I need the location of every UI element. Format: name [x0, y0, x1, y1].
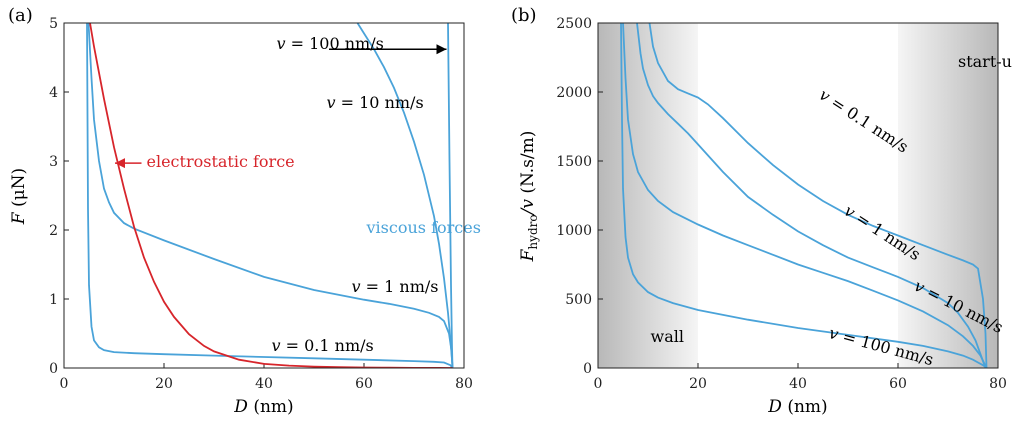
panel-a-annotations: v = 100 nm/s v = 10 nm/s v = 1 nm/s v = 0.1… — [115, 34, 481, 355]
panel-b-plot-area — [620, 23, 988, 368]
series-line-v-10-nm-s — [622, 23, 988, 368]
annotation-label: v = 10 nm/s — [327, 93, 424, 112]
y-tick-label: 1500 — [556, 154, 592, 170]
panel-b-y-ticks: 0 500 1000 1500 2000 2500 — [556, 16, 603, 377]
panel-a-plot-area — [86, 23, 454, 368]
panel-a: 0 1 2 3 4 5 0 20 40 60 80 v = 100 nm/s v = 10 nm/s… — [9, 16, 481, 417]
series-line-v-1-nm-s — [87, 23, 454, 368]
panel-b-frame — [597, 22, 999, 369]
y-tick-label: 1000 — [556, 223, 592, 239]
x-tick-label: 60 — [355, 376, 373, 392]
annotation-label: wall — [651, 327, 684, 346]
series-line-v-1-nm-s — [636, 23, 988, 368]
x-tick-label: 20 — [689, 376, 707, 392]
x-tick-label: 0 — [60, 376, 69, 392]
panel-b-y-axis-label: Fhydro/v (N.s/m) — [518, 131, 540, 263]
y-tick-label: 2500 — [556, 16, 592, 32]
series-line-v-0-1-nm-s — [86, 23, 454, 368]
y-tick-label: 0 — [49, 361, 58, 377]
x-tick-label: 40 — [789, 376, 807, 392]
annotation-label: electrostatic force — [147, 152, 295, 171]
panel-a-frame — [63, 22, 465, 369]
annotation-label: v = 1 nm/s — [352, 277, 439, 296]
x-tick-label: 40 — [255, 376, 273, 392]
series-line-v-100-nm-s — [447, 23, 454, 368]
x-tick-label: 60 — [889, 376, 907, 392]
y-tick-label: 2000 — [556, 85, 592, 101]
series-line-v-100-nm-s — [620, 23, 988, 368]
annotation-label: start-up — [958, 52, 1012, 71]
panel-b-x-ticks: 0 20 40 60 80 — [594, 363, 1007, 392]
series-line-v-10-nm-s — [356, 23, 454, 368]
y-tick-label: 0 — [583, 361, 592, 377]
series-line-electrostatic-force — [89, 23, 453, 368]
x-tick-label: 80 — [455, 376, 473, 392]
series-line-v-0-1-nm-s — [648, 23, 988, 368]
x-tick-label: 20 — [155, 376, 173, 392]
panel-b-label: (b) — [511, 5, 537, 26]
panel-a-y-ticks: 0 1 2 3 4 5 — [49, 16, 69, 377]
y-tick-label: 3 — [49, 154, 58, 170]
panel-a-y-axis-label: F (μN) — [9, 168, 29, 225]
panel-a-x-axis-label: D (nm) — [233, 397, 293, 417]
x-tick-label: 80 — [989, 376, 1007, 392]
panel-b: 0 500 1000 1500 2000 2500 0 20 40 60 80 v = 0.1 n… — [518, 16, 1012, 417]
annotation-arrowhead — [436, 44, 447, 55]
annotation-label: v = 100 nm/s — [277, 34, 384, 53]
annotation-label: v = 0.1 nm/s — [816, 85, 912, 157]
y-tick-label: 4 — [49, 85, 58, 101]
y-tick-label: 500 — [565, 292, 592, 308]
shaded-region-start-up — [898, 23, 998, 368]
y-tick-label: 5 — [49, 16, 58, 32]
x-tick-label: 0 — [594, 376, 603, 392]
panel-b-x-axis-label: D (nm) — [767, 397, 827, 417]
y-tick-label: 2 — [49, 223, 58, 239]
annotation-arrowhead — [115, 158, 125, 169]
panel-a-label: (a) — [8, 5, 33, 26]
shaded-region-wall — [598, 23, 698, 368]
y-tick-label: 1 — [49, 292, 58, 308]
annotation-label: v = 0.1 nm/s — [272, 336, 374, 355]
panel-b-shaded-regions — [598, 23, 998, 368]
annotation-label: viscous forces — [366, 218, 481, 237]
panel-a-x-ticks: 0 20 40 60 80 — [60, 363, 473, 392]
